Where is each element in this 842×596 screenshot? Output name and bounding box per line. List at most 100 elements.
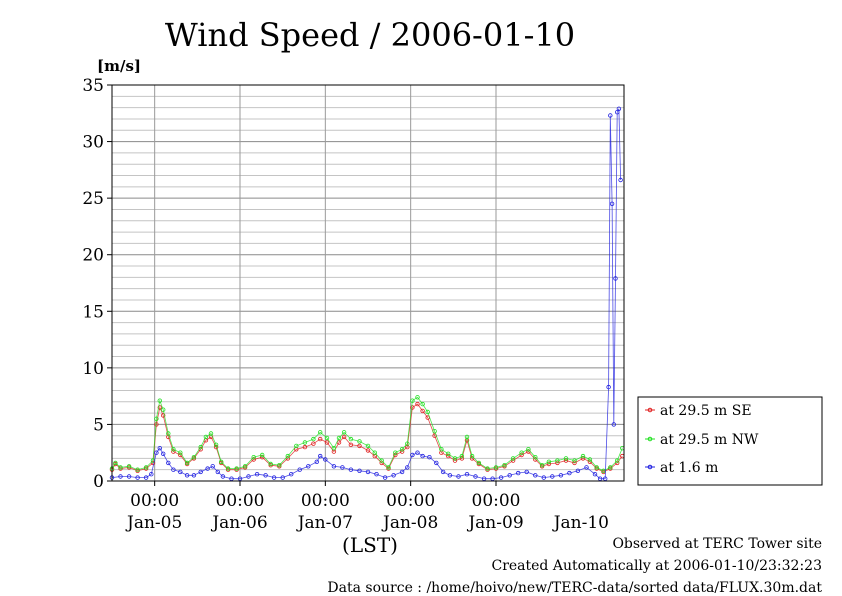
data-point xyxy=(541,475,546,480)
legend: at 29.5 m SE at 29.5 m NW at 1.6 m xyxy=(637,396,823,486)
data-point xyxy=(215,469,220,475)
data-point xyxy=(539,463,545,468)
data-point xyxy=(289,472,294,477)
data-point xyxy=(415,401,420,407)
data-point xyxy=(464,434,470,440)
data-point xyxy=(616,106,622,111)
data-point xyxy=(340,465,345,470)
data-point xyxy=(434,460,439,466)
data-point xyxy=(246,474,251,479)
data-point xyxy=(178,469,183,475)
data-point xyxy=(157,398,162,403)
data-point xyxy=(113,460,118,466)
data-point xyxy=(143,465,149,470)
data-point xyxy=(365,443,371,449)
data-point xyxy=(374,472,379,477)
data-point xyxy=(391,473,396,478)
data-point xyxy=(399,449,405,454)
data-point xyxy=(587,457,593,462)
data-point xyxy=(365,469,371,475)
data-point xyxy=(446,451,451,456)
x-axis-label: (LST) xyxy=(342,533,398,557)
data-point xyxy=(357,439,362,444)
data-point xyxy=(341,430,347,435)
legend-label-se: at 29.5 m SE xyxy=(660,403,752,419)
data-point xyxy=(613,276,618,281)
data-point xyxy=(485,466,490,471)
data-point xyxy=(198,444,203,450)
x-time-label: 00:00 xyxy=(386,491,435,511)
series-line-1 xyxy=(111,396,623,472)
data-point xyxy=(311,436,316,442)
data-point xyxy=(208,431,214,436)
y-tick-label: 30 xyxy=(82,133,104,153)
data-point xyxy=(432,429,437,434)
y-tick-label: 10 xyxy=(82,359,104,379)
data-point xyxy=(546,459,552,464)
data-point xyxy=(135,467,140,472)
data-point xyxy=(427,455,432,460)
data-point xyxy=(260,452,265,458)
data-point xyxy=(609,201,615,206)
footer-source: Data source : /home/hoivo/new/TERC-data/… xyxy=(327,580,822,596)
data-point xyxy=(285,453,290,459)
data-point xyxy=(191,473,197,478)
data-point xyxy=(218,459,224,464)
data-point xyxy=(459,456,465,461)
data-point xyxy=(519,450,524,455)
y-tick-label: 20 xyxy=(82,246,104,266)
data-point xyxy=(314,459,319,464)
data-point xyxy=(563,456,569,461)
data-point xyxy=(336,440,342,445)
data-point xyxy=(154,450,159,455)
data-point xyxy=(439,447,444,452)
data-point xyxy=(372,450,377,455)
data-point xyxy=(446,453,451,459)
data-point xyxy=(171,447,176,452)
x-date-label: Jan-06 xyxy=(210,513,267,533)
data-point xyxy=(331,446,337,451)
data-point xyxy=(594,465,599,470)
data-point xyxy=(386,465,391,470)
data-point xyxy=(166,431,171,436)
data-point xyxy=(277,463,282,468)
legend-marker-low xyxy=(647,464,653,470)
data-point xyxy=(126,464,132,469)
y-tick-label: 25 xyxy=(82,189,104,209)
y-axis-unit: [m/s] xyxy=(97,57,141,75)
data-point xyxy=(184,460,190,466)
data-point xyxy=(318,453,323,459)
data-point xyxy=(420,408,425,414)
data-point xyxy=(464,472,470,477)
data-point xyxy=(198,469,203,475)
data-point xyxy=(242,464,248,469)
data-point xyxy=(126,474,132,479)
data-point xyxy=(425,409,430,415)
data-point xyxy=(584,465,589,470)
data-point xyxy=(348,436,354,442)
data-point xyxy=(382,475,388,480)
data-point xyxy=(143,475,149,480)
data-point xyxy=(297,467,302,472)
data-point xyxy=(507,473,512,478)
data-point xyxy=(410,405,415,410)
data-point xyxy=(580,456,586,461)
data-point xyxy=(365,448,371,453)
data-point xyxy=(611,422,616,427)
data-point xyxy=(524,469,529,475)
data-point xyxy=(452,456,458,461)
data-point xyxy=(393,450,398,455)
legend-marker-se xyxy=(647,407,653,413)
data-point xyxy=(336,435,342,441)
plot-frame xyxy=(111,84,625,482)
data-point xyxy=(399,447,405,452)
data-point xyxy=(502,463,507,468)
data-point xyxy=(213,442,219,447)
data-point xyxy=(302,440,308,445)
legend-label-low: at 1.6 m xyxy=(660,460,718,476)
footer-created: Created Automatically at 2006-01-10/23:3… xyxy=(491,558,822,574)
data-point xyxy=(420,453,425,459)
data-point xyxy=(555,460,560,466)
